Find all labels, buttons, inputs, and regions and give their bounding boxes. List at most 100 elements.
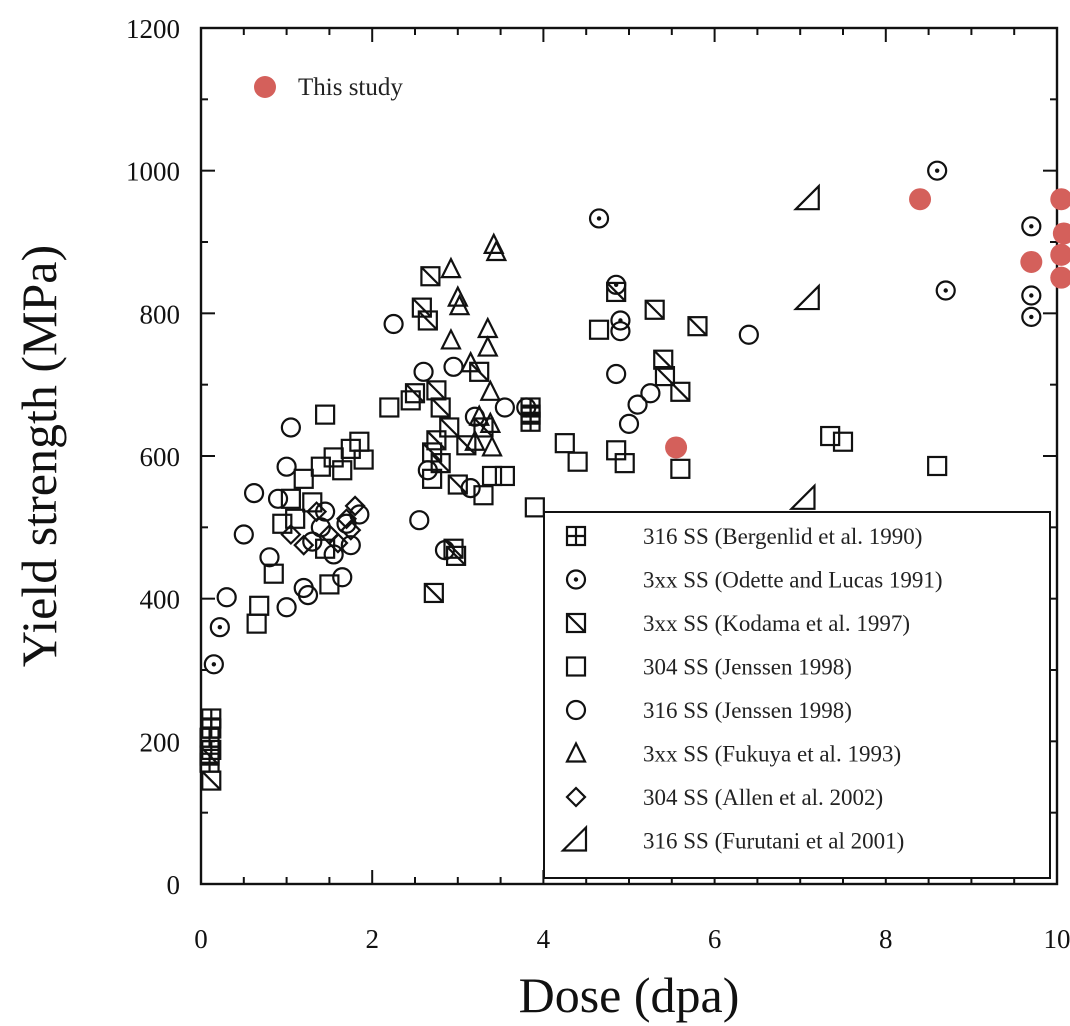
data-point	[439, 417, 460, 438]
data-point	[665, 436, 688, 459]
data-point	[606, 363, 627, 385]
legend-marker	[565, 741, 587, 763]
data-point	[614, 453, 635, 474]
y-tick-label: 600	[140, 442, 181, 472]
data-point	[280, 523, 302, 546]
x-tick-label: 10	[1044, 924, 1070, 954]
legend-label: 3xx SS (Kodama et al. 1997)	[643, 611, 910, 636]
data-point	[610, 310, 631, 331]
data-point	[738, 324, 759, 345]
data-point	[203, 654, 224, 675]
x-tick-label: 6	[708, 924, 722, 954]
data-point	[927, 160, 948, 181]
y-tick-label: 0	[167, 870, 181, 900]
data-points	[199, 160, 1070, 791]
data-point	[332, 460, 353, 481]
x-tick-label: 4	[537, 924, 551, 954]
data-point	[485, 239, 508, 262]
data-point	[554, 433, 575, 454]
data-point	[494, 397, 515, 418]
legend-label: 3xx SS (Odette and Lucas 1991)	[643, 568, 943, 593]
data-point	[216, 587, 237, 608]
data-point	[832, 431, 854, 452]
data-point	[272, 513, 293, 534]
data-point	[627, 394, 648, 415]
data-point	[249, 595, 270, 616]
y-tick-label: 800	[140, 299, 181, 329]
legend-marker	[565, 525, 587, 547]
data-point	[383, 313, 404, 335]
data-point	[423, 582, 444, 604]
x-tick-label: 0	[194, 924, 208, 954]
data-point	[276, 597, 297, 618]
data-point	[459, 350, 482, 373]
data-point	[1021, 216, 1042, 237]
data-point	[417, 310, 438, 331]
legend-label: 3xx SS (Fukuya et al. 1993)	[643, 742, 901, 767]
data-point	[443, 356, 464, 377]
data-point	[479, 379, 502, 401]
x-axis-title: Dose (dpa)	[519, 967, 740, 1023]
data-point	[344, 495, 366, 517]
data-point	[644, 299, 665, 320]
data-point	[413, 361, 434, 382]
data-point	[687, 316, 708, 337]
data-point	[404, 383, 426, 404]
data-point	[420, 266, 441, 287]
legend-label: 316 SS (Bergenlid et al. 1990)	[643, 524, 922, 549]
data-point	[479, 411, 502, 433]
data-point	[935, 280, 956, 301]
data-point	[201, 770, 222, 791]
data-point	[793, 183, 820, 211]
data-point	[440, 327, 462, 350]
data-point	[426, 430, 447, 451]
y-tick-label: 200	[140, 727, 181, 757]
data-point	[263, 563, 284, 584]
data-point	[456, 435, 477, 456]
data-point	[653, 349, 674, 370]
data-point	[267, 488, 289, 509]
data-point	[411, 297, 432, 318]
data-point	[430, 397, 451, 418]
legend-marker	[565, 612, 587, 634]
data-point	[640, 383, 661, 404]
data-point	[447, 474, 468, 495]
data-point	[417, 460, 438, 481]
data-point	[323, 544, 344, 565]
legend-marker	[565, 569, 587, 590]
x-tick-label: 2	[365, 924, 379, 954]
data-point	[464, 429, 486, 451]
data-point	[793, 283, 820, 311]
data-point	[476, 316, 499, 339]
data-point	[468, 404, 490, 426]
data-point	[445, 545, 467, 566]
data-point	[332, 567, 353, 588]
legend-marker	[560, 824, 588, 852]
legend-marker	[565, 699, 587, 721]
data-point	[243, 482, 265, 504]
x-tick-labels: 0 2 4 6 8 10	[194, 924, 1070, 954]
legend-marker	[565, 786, 587, 808]
data-point	[460, 478, 481, 499]
data-point	[280, 417, 301, 438]
y-tick-labels: 0 200 400 600 800 1000 1200	[126, 14, 180, 900]
data-point	[588, 319, 610, 340]
y-axis-title: Yield strength (MPa)	[11, 245, 67, 667]
data-point	[909, 188, 932, 211]
data-point	[1050, 188, 1070, 211]
data-point	[335, 508, 358, 530]
data-point	[302, 492, 323, 513]
y-tick-label: 400	[140, 585, 181, 615]
data-point	[199, 745, 220, 766]
data-point	[1052, 222, 1070, 245]
data-point	[426, 380, 447, 401]
data-point	[927, 455, 948, 477]
legend-this-study: This study	[254, 74, 403, 101]
data-point	[1021, 306, 1042, 327]
data-point	[670, 458, 691, 479]
legend-label: 304 SS (Jenssen 1998)	[643, 655, 852, 680]
axis-ticks	[200, 27, 1058, 885]
legend-label: 316 SS (Jenssen 1998)	[643, 698, 852, 723]
data-point	[409, 510, 430, 531]
data-point	[306, 501, 328, 523]
